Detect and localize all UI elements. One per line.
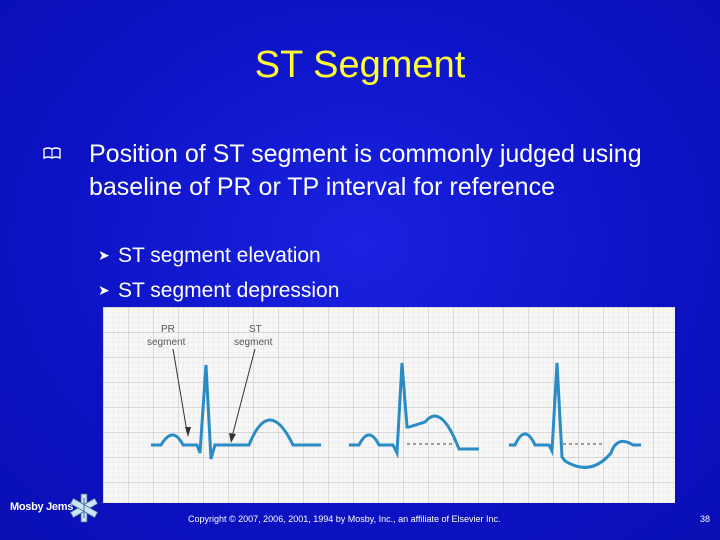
sub-bullet-elevation: ➤ ST segment elevation: [98, 242, 321, 269]
pr-label-line2: segment: [147, 337, 186, 348]
main-bullet-text: Position of ST segment is commonly judge…: [89, 140, 642, 201]
sub-bullet-label: ST segment depression: [118, 279, 340, 302]
arrow-right-icon: ➤: [98, 247, 110, 263]
book-bullet-icon: [43, 147, 61, 160]
st-label-line2: segment: [234, 337, 273, 348]
sub-bullet-depression: ➤ ST segment depression: [98, 277, 339, 304]
sub-bullet-label: ST segment elevation: [118, 244, 321, 267]
ecg-trace-elevation: [349, 362, 479, 459]
slide-title: ST Segment: [254, 44, 466, 86]
st-pointer-arrowhead: [229, 433, 236, 443]
arrow-right-icon: ➤: [98, 282, 110, 298]
publisher-logo: Mosby Jems: [10, 492, 100, 526]
logo-text: Mosby Jems: [10, 501, 74, 513]
st-label-line1: ST: [249, 324, 262, 335]
ecg-trace-depression: [509, 362, 641, 469]
page-number: 38: [700, 514, 711, 524]
pr-label-line1: PR: [161, 324, 175, 335]
ecg-trace-normal: [151, 364, 321, 460]
pr-pointer-arrowhead: [185, 427, 191, 437]
ecg-figure: PR segment ST segment: [103, 307, 675, 503]
copyright-notice: Copyright © 2007, 2006, 2001, 1994 by Mo…: [188, 514, 501, 524]
pr-pointer-line: [172, 348, 188, 433]
star-of-life-icon: [70, 493, 98, 523]
st-pointer-line: [231, 348, 256, 438]
